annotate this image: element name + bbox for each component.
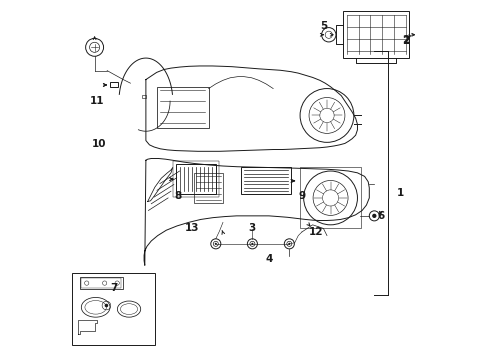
Text: 3: 3 [247, 224, 255, 233]
Text: 5: 5 [319, 21, 326, 31]
Bar [241, 167, 290, 194]
Bar [156, 87, 208, 128]
Circle shape [287, 243, 290, 245]
Text: 2: 2 [402, 36, 408, 46]
Circle shape [371, 214, 376, 218]
Text: 10: 10 [92, 139, 106, 149]
Text: 4: 4 [265, 254, 273, 264]
Text: 7: 7 [110, 283, 117, 293]
Text: 8: 8 [174, 191, 182, 201]
Text: 1: 1 [396, 188, 403, 198]
Circle shape [214, 243, 217, 245]
Text: 9: 9 [298, 191, 305, 201]
Text: 6: 6 [376, 211, 384, 221]
Bar [142, 95, 145, 98]
Bar [176, 164, 215, 194]
Text: 11: 11 [90, 96, 104, 106]
Bar [110, 82, 118, 87]
Bar [81, 278, 121, 288]
Bar [72, 273, 155, 345]
Bar [343, 12, 408, 58]
Text: 2: 2 [402, 35, 408, 45]
Text: 12: 12 [308, 227, 323, 237]
Circle shape [104, 304, 108, 307]
Circle shape [251, 243, 253, 245]
Bar [80, 277, 122, 289]
Bar [173, 161, 218, 197]
Text: 13: 13 [185, 224, 199, 233]
Bar [300, 167, 360, 228]
Bar [194, 173, 223, 203]
